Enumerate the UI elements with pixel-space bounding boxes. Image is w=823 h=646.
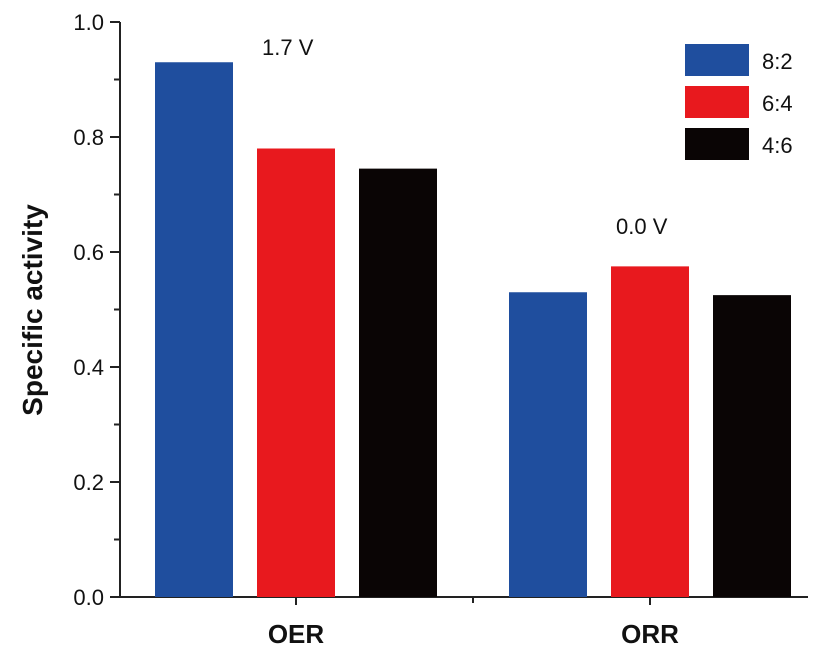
- y-tick-label: 1.0: [73, 10, 104, 35]
- bar-orr-4-6: [713, 295, 791, 597]
- bar-orr-8-2: [509, 292, 587, 597]
- bar-oer-8-2: [155, 62, 233, 597]
- legend-swatch-8-2: [685, 44, 749, 76]
- annotation-orr: 0.0 V: [616, 214, 668, 239]
- legend: 8:2 6:4 4:6: [685, 44, 793, 160]
- legend-label-6-4: 6:4: [762, 91, 793, 116]
- x-tick-labels: OER ORR: [268, 597, 679, 646]
- bar-oer-6-4: [257, 148, 335, 597]
- annotations: 1.7 V 0.0 V: [262, 35, 668, 239]
- legend-swatch-6-4: [685, 86, 749, 118]
- legend-label-8-2: 8:2: [762, 49, 793, 74]
- annotation-oer: 1.7 V: [262, 35, 314, 60]
- y-tick-label: 0.2: [73, 470, 104, 495]
- y-tick-label: 0.4: [73, 355, 104, 380]
- legend-swatch-4-6: [685, 128, 749, 160]
- x-tick-label-oer: OER: [268, 619, 325, 646]
- bar-oer-4-6: [359, 168, 437, 597]
- legend-label-4-6: 4:6: [762, 133, 793, 158]
- y-axis-label: Specific activity: [17, 204, 48, 416]
- y-tick-label: 0.6: [73, 240, 104, 265]
- y-tick-label: 0.0: [73, 585, 104, 610]
- bars: [155, 62, 791, 597]
- y-ticks: 0.0 0.2 0.4 0.6 0.8 1.0: [73, 10, 120, 610]
- x-tick-label-orr: ORR: [621, 619, 679, 646]
- y-tick-label: 0.8: [73, 125, 104, 150]
- bar-orr-6-4: [611, 266, 689, 597]
